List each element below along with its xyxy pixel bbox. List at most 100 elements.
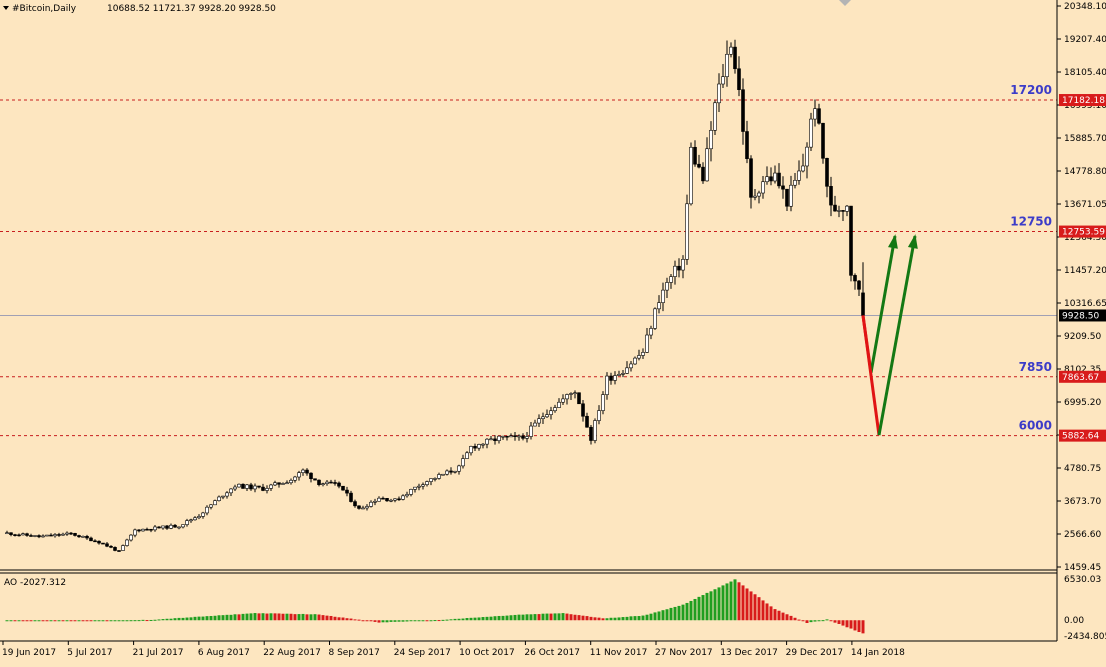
ao-bar <box>157 619 161 621</box>
ao-bar <box>741 585 745 621</box>
candle-body <box>53 534 57 537</box>
dropdown-triangle-icon[interactable] <box>3 6 9 10</box>
candle-body <box>461 458 465 467</box>
ao-bar <box>281 613 285 621</box>
candle-body <box>733 46 737 70</box>
candle-body <box>849 205 853 276</box>
ao-bar <box>177 617 181 621</box>
ao-bar <box>381 620 385 623</box>
current-price-tag-text: 9928.50 <box>1062 311 1099 321</box>
ao-bar <box>445 619 449 621</box>
level-price-tag <box>1059 370 1106 383</box>
candle-body <box>121 545 125 551</box>
time-axis[interactable]: 19 Jun 2017 5 Jul 2017 21 Jul 2017 6 Aug 20… <box>2 641 905 658</box>
candle-body <box>509 435 513 438</box>
ao-bar <box>685 602 689 621</box>
ao-bar <box>581 615 585 621</box>
candle-body <box>549 410 553 415</box>
candle-body <box>605 375 609 395</box>
candle-body <box>725 53 729 77</box>
candle-body <box>661 289 665 303</box>
ao-bar <box>301 613 305 621</box>
ao-bar <box>665 609 669 621</box>
candle-body <box>85 536 89 539</box>
time-tick-label: 11 Nov 2017 <box>590 648 648 658</box>
ao-bar <box>49 620 53 622</box>
arrowhead-icon <box>907 234 918 249</box>
ao-bar <box>113 620 117 622</box>
candle-body <box>285 482 289 485</box>
ao-bar <box>345 618 349 621</box>
ao-bar <box>829 620 833 622</box>
price-tick-label: 13671.05 <box>1064 200 1106 210</box>
ao-bar <box>425 620 429 622</box>
ao-bar <box>493 616 497 621</box>
candle-body <box>629 363 633 369</box>
candle-body <box>381 497 385 500</box>
ao-bar <box>289 613 293 621</box>
candle-body <box>845 205 849 212</box>
ao-bar <box>369 620 373 622</box>
projection-segment-up[interactable] <box>869 235 897 374</box>
candle-body <box>837 210 841 212</box>
ao-bar <box>349 618 353 621</box>
candle-body <box>365 506 369 509</box>
ao-bar <box>597 617 601 621</box>
candle-body <box>569 393 573 395</box>
candle-body <box>465 452 469 459</box>
ao-axis[interactable]: 6530.03 0.00 -2434.805 <box>1064 575 1106 642</box>
ao-bar <box>473 617 477 621</box>
candle-body <box>673 265 677 277</box>
projection-arrows[interactable] <box>861 234 918 436</box>
ao-bar <box>745 588 749 621</box>
ao-bar <box>461 618 465 621</box>
candle-body <box>57 534 61 536</box>
candle-body <box>289 479 293 484</box>
candle-body <box>517 435 521 438</box>
ao-bar <box>293 614 297 621</box>
projection-segment-up[interactable] <box>877 235 917 436</box>
ao-bar <box>229 614 233 621</box>
ao-bar <box>393 620 397 622</box>
ao-bar <box>329 615 333 621</box>
candle-body <box>105 543 109 547</box>
ao-bar <box>377 620 381 623</box>
ao-bar <box>401 620 405 622</box>
candle-body <box>361 507 365 510</box>
ao-bar <box>785 614 789 621</box>
ao-bar <box>613 617 617 621</box>
level-price-tag-text: 12753.59 <box>1062 228 1105 238</box>
ao-bar <box>757 597 761 621</box>
candle-body <box>861 292 865 316</box>
candle-body <box>617 374 621 376</box>
candle-body <box>713 102 717 131</box>
ao-bar <box>653 612 657 621</box>
candle-body <box>77 535 81 538</box>
candle-body <box>769 176 773 182</box>
ao-bar <box>361 620 365 622</box>
candle-body <box>325 481 329 484</box>
price-tick-label: 11457.20 <box>1064 266 1106 276</box>
ao-bar <box>565 613 569 621</box>
time-tick-label: 26 Oct 2017 <box>524 648 580 658</box>
candle-body <box>385 498 389 502</box>
candle-body <box>229 488 233 494</box>
candle-body <box>305 469 309 474</box>
ao-bar <box>793 617 797 621</box>
candle-body <box>353 501 357 507</box>
candle-body <box>641 352 645 356</box>
candle-body <box>253 485 257 490</box>
ao-bar <box>437 620 441 622</box>
price-tick-label: 6995.20 <box>1064 398 1101 408</box>
candle-body <box>41 535 45 538</box>
ao-bar <box>477 617 481 621</box>
ao-bar <box>817 620 821 622</box>
candle-body <box>345 489 349 494</box>
ao-bar <box>721 585 725 621</box>
candle-body <box>749 158 753 198</box>
projection-segment-down[interactable] <box>861 315 881 436</box>
shift-marker-icon[interactable] <box>839 0 851 6</box>
